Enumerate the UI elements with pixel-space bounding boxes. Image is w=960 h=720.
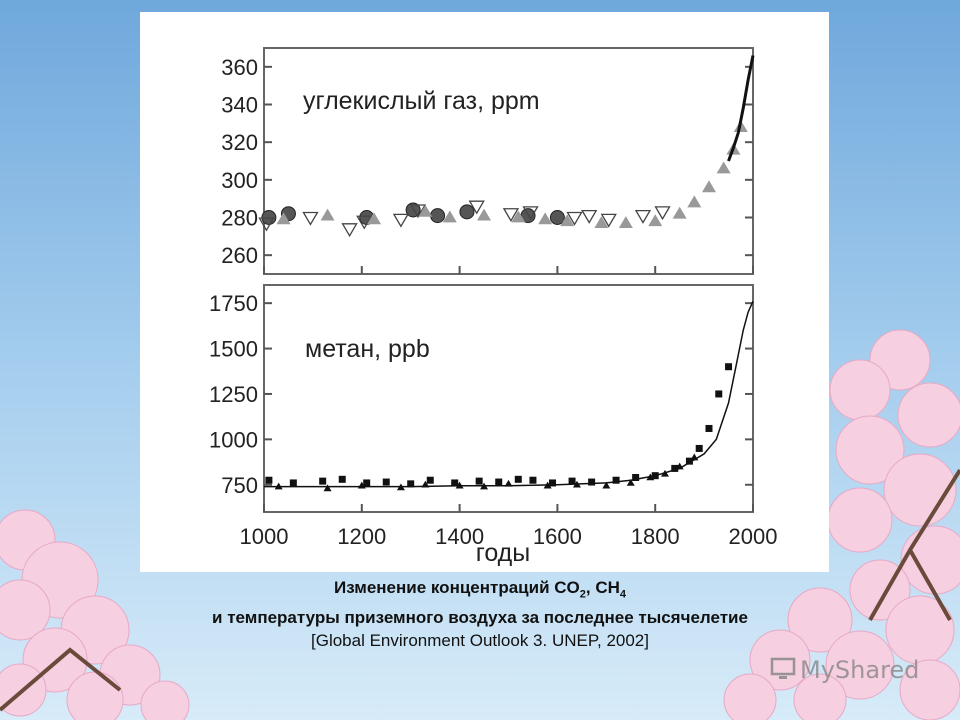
data-point-square bbox=[632, 473, 640, 481]
data-point-square bbox=[549, 479, 557, 487]
data-point-square bbox=[705, 424, 713, 432]
data-point-triangle-up bbox=[477, 208, 492, 221]
y-tick-label: 360 bbox=[221, 55, 258, 80]
caption-line-1: Изменение концентраций CO2, CH4 bbox=[334, 578, 626, 601]
data-point-square bbox=[588, 478, 596, 486]
y-tick-label: 1500 bbox=[209, 337, 258, 362]
data-point-triangle-down bbox=[600, 213, 617, 228]
y-tick-label: 1250 bbox=[209, 382, 258, 407]
data-point-square bbox=[725, 363, 733, 371]
data-point-triangle-up bbox=[594, 216, 609, 229]
y-tick-label: 1000 bbox=[209, 427, 258, 452]
monitor-icon bbox=[770, 657, 796, 679]
data-point-square bbox=[514, 475, 522, 483]
y-tick-label: 340 bbox=[221, 93, 258, 118]
data-point-triangle-down bbox=[634, 209, 652, 224]
data-point-triangle-down bbox=[654, 206, 671, 221]
series-line bbox=[264, 300, 754, 488]
data-point-triangle-down bbox=[409, 204, 427, 219]
data-point-circle bbox=[549, 210, 565, 225]
caption: Изменение концентраций CO2, CH4 и темпер… bbox=[0, 576, 960, 652]
data-point-triangle-up bbox=[560, 214, 575, 227]
data-point-square bbox=[495, 478, 503, 486]
data-point-square bbox=[426, 476, 434, 484]
data-point-square bbox=[319, 477, 327, 485]
caption-reference: [Global Environment Outlook 3. UNEP, 200… bbox=[311, 631, 649, 651]
methane-x-axis: 1000 1200 1400 1600 1800 2000 bbox=[240, 504, 778, 549]
data-point-square bbox=[715, 390, 723, 398]
y-tick-label: 1750 bbox=[209, 291, 258, 316]
data-point-triangle-up bbox=[511, 210, 526, 223]
caption-line-2: и температуры приземного воздуха за посл… bbox=[212, 608, 748, 628]
data-point-circle bbox=[459, 204, 475, 220]
data-point-square bbox=[568, 477, 576, 485]
data-point-square bbox=[289, 479, 297, 487]
x-tick-label: 1200 bbox=[337, 524, 386, 549]
watermark: MyShared bbox=[770, 656, 940, 696]
data-point-triangle-up bbox=[716, 161, 731, 174]
data-point-square bbox=[451, 479, 459, 487]
data-point-triangle-up bbox=[418, 204, 433, 217]
data-point-triangle-up bbox=[618, 216, 633, 229]
x-tick-label: 1000 bbox=[240, 524, 289, 549]
data-point-triangle-down bbox=[302, 211, 319, 226]
co2-x-minor-ticks bbox=[263, 266, 754, 274]
y-tick-label: 320 bbox=[221, 130, 258, 155]
data-point-triangle-up bbox=[276, 212, 291, 225]
data-point-triangle-down bbox=[468, 200, 485, 215]
data-point-triangle-up bbox=[367, 212, 382, 225]
x-axis-title: годы bbox=[476, 539, 530, 567]
data-point-triangle-up bbox=[323, 484, 332, 492]
data-point-triangle-down bbox=[522, 206, 539, 221]
data-point-triangle-up bbox=[672, 206, 687, 219]
data-point-triangle-up bbox=[538, 212, 553, 225]
methane-panel-title: метан, ppb bbox=[305, 335, 430, 363]
data-point-square bbox=[685, 457, 693, 465]
co2-data-marks bbox=[258, 55, 755, 238]
data-point-square bbox=[475, 477, 483, 485]
series-line bbox=[727, 55, 755, 162]
co2-panel-title: углекислый газ, ppm bbox=[303, 87, 540, 115]
data-point-square bbox=[265, 476, 273, 484]
data-point-square bbox=[338, 475, 346, 483]
data-point-square bbox=[695, 444, 703, 452]
data-point-square bbox=[529, 476, 537, 484]
x-tick-label: 2000 bbox=[729, 524, 778, 549]
x-tick-label: 1800 bbox=[631, 524, 680, 549]
x-tick-label: 1400 bbox=[435, 524, 484, 549]
chart-figure: углекислый газ, ppm метан, ppb 360 340 320… bbox=[209, 47, 778, 567]
data-point-triangle-down bbox=[502, 208, 520, 223]
co2-y-axis: 360 340 320 300 280 260 bbox=[221, 55, 753, 268]
y-tick-label: 260 bbox=[221, 243, 258, 268]
y-tick-label: 280 bbox=[221, 206, 258, 231]
data-point-triangle-down bbox=[356, 215, 373, 230]
co2-plot-frame bbox=[263, 47, 754, 275]
data-point-triangle-up bbox=[648, 214, 663, 227]
methane-data-marks bbox=[264, 300, 754, 492]
data-point-triangle-up bbox=[320, 208, 335, 221]
data-point-triangle-down bbox=[258, 217, 275, 232]
data-point-triangle-down bbox=[566, 211, 583, 226]
x-tick-label: 1600 bbox=[533, 524, 582, 549]
data-point-circle bbox=[430, 208, 446, 224]
blossom-left-decoration bbox=[0, 509, 190, 720]
figure-panel: углекислый газ, ppm метан, ppb 360 340 320… bbox=[140, 12, 829, 572]
data-point-square bbox=[671, 464, 679, 472]
data-point-square bbox=[407, 480, 415, 488]
data-point-triangle-up bbox=[442, 210, 457, 223]
data-point-square bbox=[382, 478, 390, 486]
data-point-square bbox=[612, 476, 620, 484]
methane-y-axis: 1750 1500 1250 1000 750 bbox=[209, 291, 753, 498]
data-point-triangle-down bbox=[392, 213, 410, 228]
y-tick-label: 300 bbox=[221, 168, 258, 193]
data-point-triangle-up bbox=[701, 180, 716, 193]
data-point-square bbox=[363, 479, 371, 487]
data-point-triangle-up bbox=[626, 478, 635, 486]
data-point-triangle-up bbox=[602, 481, 611, 489]
methane-plot-frame bbox=[263, 284, 754, 513]
data-point-triangle-up bbox=[687, 195, 702, 208]
data-point-triangle-down bbox=[581, 209, 598, 224]
data-point-triangle-down bbox=[341, 223, 358, 238]
y-tick-label: 750 bbox=[221, 473, 258, 498]
